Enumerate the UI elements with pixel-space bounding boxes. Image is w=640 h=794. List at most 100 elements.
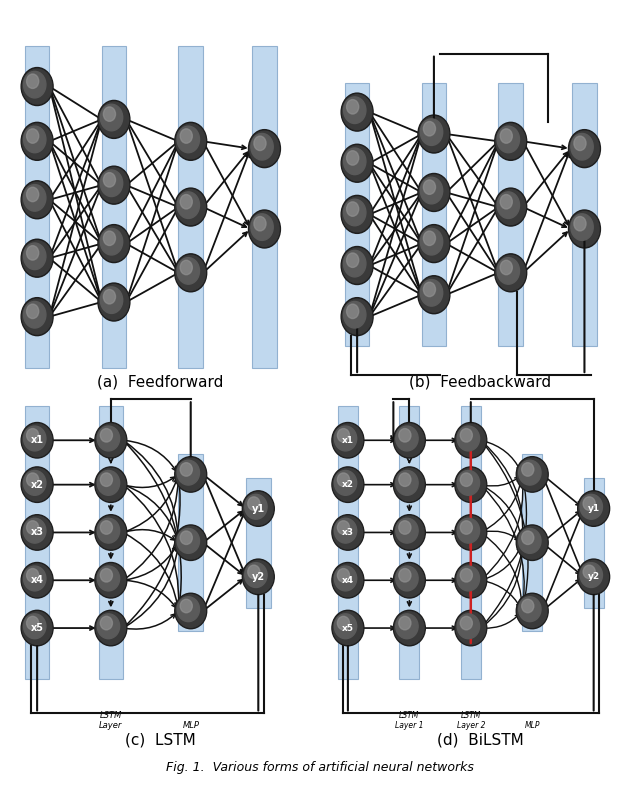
Circle shape [495, 254, 527, 292]
Circle shape [342, 197, 372, 232]
Bar [99, 406, 123, 680]
Circle shape [100, 287, 123, 314]
Bar [338, 406, 358, 680]
Circle shape [456, 564, 486, 596]
Circle shape [248, 129, 280, 168]
Circle shape [27, 129, 38, 143]
Circle shape [96, 516, 125, 549]
Circle shape [334, 614, 356, 638]
Circle shape [455, 611, 487, 646]
Circle shape [97, 566, 120, 591]
Circle shape [347, 99, 358, 114]
Circle shape [248, 497, 260, 511]
Circle shape [21, 611, 53, 646]
Circle shape [95, 611, 127, 646]
Circle shape [100, 104, 123, 131]
Circle shape [518, 526, 547, 559]
Circle shape [574, 136, 586, 151]
Circle shape [96, 611, 125, 645]
Circle shape [399, 429, 411, 442]
Circle shape [99, 226, 129, 261]
Circle shape [420, 229, 443, 255]
Text: x1: x1 [342, 436, 354, 445]
Circle shape [395, 516, 424, 549]
Circle shape [243, 559, 275, 595]
Circle shape [100, 616, 113, 630]
Circle shape [176, 595, 205, 627]
Circle shape [99, 168, 129, 202]
Circle shape [457, 614, 479, 638]
Circle shape [250, 211, 279, 246]
Circle shape [95, 467, 127, 503]
Circle shape [578, 559, 610, 595]
Circle shape [21, 467, 53, 503]
Circle shape [98, 283, 130, 321]
Circle shape [244, 561, 273, 593]
Circle shape [455, 422, 487, 458]
Circle shape [244, 563, 267, 588]
Circle shape [332, 562, 364, 598]
Circle shape [424, 180, 435, 195]
Circle shape [568, 210, 600, 248]
Text: x3: x3 [342, 528, 354, 537]
Circle shape [579, 492, 609, 525]
Circle shape [334, 471, 356, 495]
Circle shape [22, 424, 52, 457]
Circle shape [334, 426, 356, 451]
Circle shape [418, 173, 450, 211]
Circle shape [341, 145, 373, 183]
Bar [422, 83, 446, 346]
Bar [25, 46, 49, 368]
Circle shape [395, 468, 424, 501]
Text: MLP: MLP [524, 722, 540, 730]
Circle shape [21, 422, 53, 458]
Circle shape [420, 119, 443, 145]
Bar [25, 406, 49, 680]
Circle shape [98, 225, 130, 263]
Circle shape [456, 516, 486, 549]
Circle shape [27, 304, 38, 318]
Circle shape [95, 562, 127, 598]
Circle shape [22, 516, 52, 549]
Text: (c)  LSTM: (c) LSTM [125, 733, 195, 748]
Circle shape [342, 299, 372, 334]
Circle shape [24, 184, 46, 211]
Text: y1: y1 [252, 503, 265, 514]
Text: y1: y1 [588, 504, 600, 513]
Circle shape [100, 170, 123, 197]
Text: Fig. 1.  Various forms of artificial neural networks: Fig. 1. Various forms of artificial neur… [166, 761, 474, 774]
Text: y2: y2 [252, 572, 265, 582]
Circle shape [177, 461, 200, 485]
Circle shape [177, 192, 200, 218]
Circle shape [22, 299, 52, 334]
Circle shape [96, 468, 125, 501]
Circle shape [95, 422, 127, 458]
Circle shape [176, 256, 205, 291]
Circle shape [419, 175, 449, 210]
Circle shape [175, 457, 207, 492]
Circle shape [24, 518, 46, 543]
Circle shape [254, 136, 266, 151]
Circle shape [180, 599, 192, 613]
Text: LSTM
Layer: LSTM Layer [99, 711, 122, 730]
Circle shape [344, 199, 366, 225]
Circle shape [500, 129, 512, 143]
Circle shape [424, 282, 435, 297]
Circle shape [21, 515, 53, 550]
Circle shape [568, 129, 600, 168]
Circle shape [342, 248, 372, 283]
Circle shape [22, 564, 52, 596]
Circle shape [337, 429, 349, 442]
Circle shape [100, 429, 113, 442]
Circle shape [177, 597, 200, 622]
Text: (d)  BiLSTM: (d) BiLSTM [436, 733, 524, 748]
Circle shape [175, 254, 207, 292]
Circle shape [244, 492, 273, 525]
Circle shape [175, 122, 207, 160]
Circle shape [176, 458, 205, 491]
Circle shape [394, 422, 426, 458]
Circle shape [580, 495, 602, 519]
Circle shape [175, 525, 207, 561]
Circle shape [418, 276, 450, 314]
Circle shape [334, 566, 356, 591]
